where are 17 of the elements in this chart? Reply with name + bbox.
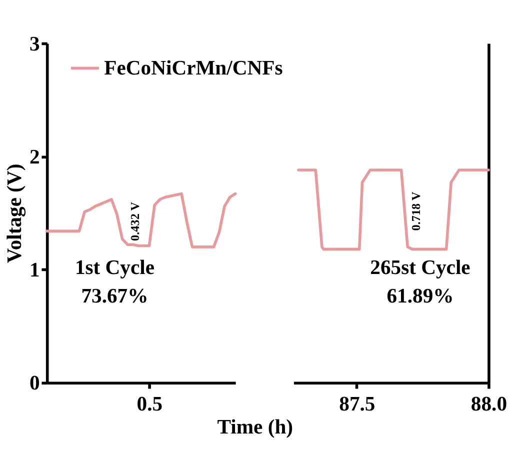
y-tick-label: 3	[30, 33, 40, 56]
annotation: 73.67%	[81, 286, 148, 308]
y-tick-label: 2	[30, 146, 40, 168]
y-tick-label: 1	[30, 260, 40, 282]
annotation: 265st Cycle	[370, 256, 470, 279]
x-tick-label: 87.5	[339, 393, 376, 416]
line-series	[45, 192, 237, 248]
y-tick-label: 0	[30, 372, 40, 395]
annotation: 1st Cycle	[74, 256, 155, 279]
x-tick-label: 0.5	[136, 393, 163, 416]
legend-label: FeCoNiCrMn/CNFs	[104, 58, 283, 80]
annotation: 61.89%	[386, 286, 454, 308]
x-axis-title: Time (h)	[217, 416, 294, 438]
annotation: 0.718 V	[409, 192, 424, 231]
y-axis-title: Voltage (V)	[4, 164, 26, 264]
annotation: 0.432 V	[128, 202, 142, 241]
x-tick-label: 88.0	[470, 393, 508, 416]
